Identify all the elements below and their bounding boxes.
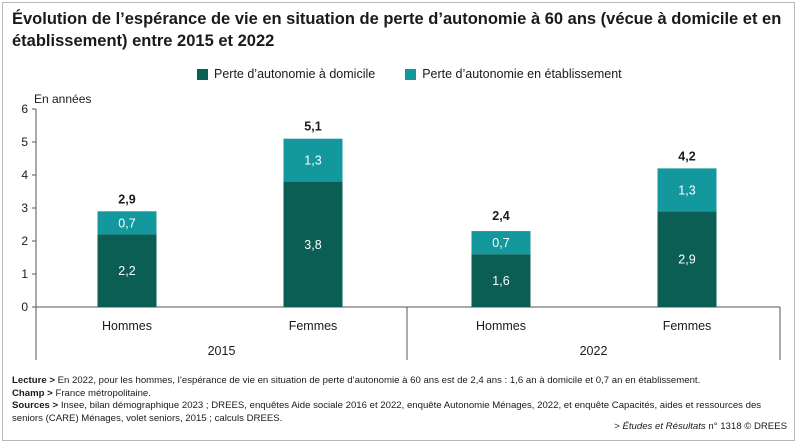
bar-segment-etablissement [657, 168, 717, 212]
source-ref-publication: Études et Résultats [622, 421, 706, 432]
data-label-etablissement: 1,3 [678, 183, 695, 197]
legend-item-domicile: Perte d’autonomie à domicile [197, 67, 375, 81]
data-label-domicile: 3,8 [304, 238, 321, 252]
note-sources: Sources > Insee, bilan démographique 202… [12, 400, 782, 425]
legend-swatch-domicile [197, 68, 208, 80]
y-tick-label: 3 [21, 201, 28, 215]
note-lecture-label: Lecture > [12, 375, 55, 386]
x-category-label: Femmes [289, 319, 338, 333]
data-label-etablissement: 0,7 [118, 216, 135, 230]
source-reference: > Études et Résultats n° 1318 © DREES [614, 421, 787, 432]
x-group-label: 2022 [580, 344, 608, 358]
total-label: 2,4 [492, 209, 509, 223]
bar-segment-domicile [97, 234, 157, 307]
y-tick-label: 0 [21, 300, 28, 314]
source-ref-suffix: n° 1318 © DREES [708, 421, 787, 432]
bar-segment-etablissement [283, 138, 343, 182]
y-axis-unit-label: En années [34, 92, 92, 106]
y-tick-label: 4 [21, 168, 28, 182]
x-category-label: Femmes [663, 319, 712, 333]
y-tick-label: 2 [21, 234, 28, 248]
note-champ: Champ > France métropolitaine. [12, 388, 782, 401]
y-tick-label: 5 [21, 135, 28, 149]
legend-label-etablissement: Perte d’autonomie en établissement [422, 67, 622, 81]
bar-segment-domicile [283, 181, 343, 307]
y-tick-label: 6 [21, 102, 28, 116]
data-label-etablissement: 1,3 [304, 154, 321, 168]
legend-item-etablissement: Perte d’autonomie en établissement [405, 67, 622, 81]
note-lecture: Lecture > En 2022, pour les hommes, l’es… [12, 375, 782, 388]
x-category-label: Hommes [476, 319, 526, 333]
note-sources-text: Insee, bilan démographique 2023 ; DREES,… [12, 400, 762, 424]
y-tick-label: 1 [21, 267, 28, 281]
legend-swatch-etablissement [405, 68, 417, 80]
x-category-label: Hommes [102, 319, 152, 333]
legend-label-domicile: Perte d’autonomie à domicile [214, 67, 376, 81]
x-group-label: 2015 [208, 344, 236, 358]
figure-frame [2, 2, 795, 441]
data-label-domicile: 1,6 [492, 274, 509, 288]
chart-title: Évolution de l’espérance de vie en situa… [12, 10, 782, 50]
bar-segment-domicile [657, 211, 717, 307]
notes: Lecture > En 2022, pour les hommes, l’es… [12, 375, 782, 425]
note-sources-label: Sources > [12, 400, 59, 412]
source-ref-prefix: > [614, 421, 620, 432]
bar-segment-domicile [471, 254, 531, 307]
note-champ-label: Champ > [12, 387, 53, 399]
data-label-domicile: 2,2 [118, 264, 135, 278]
total-label: 5,1 [304, 120, 321, 134]
bar-segment-etablissement [471, 231, 531, 255]
data-label-domicile: 2,9 [678, 253, 695, 267]
total-label: 2,9 [118, 192, 135, 206]
bar-segment-etablissement [97, 211, 157, 235]
note-lecture-text: En 2022, pour les hommes, l’espérance de… [57, 375, 701, 386]
total-label: 4,2 [678, 149, 695, 163]
data-label-etablissement: 0,7 [492, 236, 509, 250]
note-champ-text: France métropolitaine. [55, 387, 151, 399]
legend: Perte d’autonomie à domicile Perte d’aut… [197, 67, 622, 81]
